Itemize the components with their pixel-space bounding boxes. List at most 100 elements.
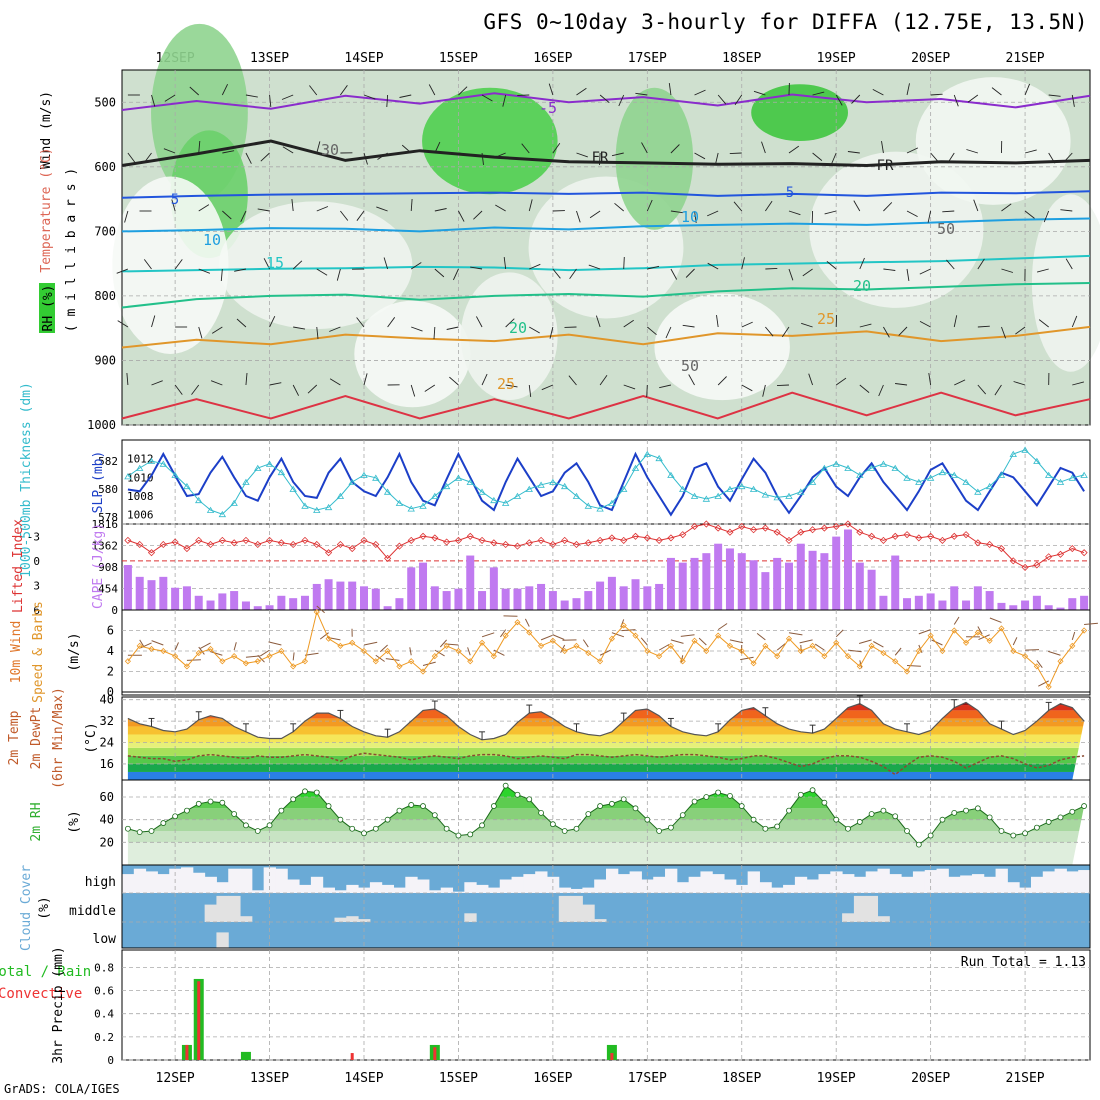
cloud-high-cell	[771, 887, 784, 893]
lifted-point	[537, 536, 545, 544]
wind-barb	[222, 150, 235, 154]
wind-barb	[576, 152, 588, 158]
cape-bar	[867, 569, 876, 610]
thickness-point	[1080, 471, 1088, 478]
lifted-point	[1080, 549, 1088, 557]
wind-barb	[946, 259, 955, 270]
rh-point	[856, 819, 863, 825]
pressure-axis-label: ( m i l l i b a r s )	[64, 168, 79, 332]
thickness-point	[195, 496, 203, 504]
thickness-point	[1044, 471, 1053, 478]
lifted-point	[915, 534, 923, 542]
wind-barb	[245, 94, 258, 98]
thickness-point	[761, 491, 770, 498]
rh-point	[668, 824, 674, 831]
isotherm-label: 10	[203, 231, 221, 249]
surface-wind-barb	[858, 639, 872, 644]
wind-barb	[977, 384, 987, 395]
rh-point	[609, 800, 615, 807]
surface-wind-barb	[292, 652, 295, 661]
rh-point	[561, 828, 568, 834]
lifted-point	[136, 540, 144, 549]
precip-total-bar	[606, 1044, 617, 1060]
wind-barb	[919, 321, 931, 328]
lifted-point	[301, 536, 309, 544]
cloud-unit-label: (%)	[37, 896, 52, 919]
lifted-point	[454, 536, 463, 544]
cape-bar	[666, 557, 675, 610]
wind-speed-point	[183, 663, 190, 670]
rh-point	[691, 798, 698, 805]
surface-wind-barb	[540, 634, 553, 641]
wind-speed-point	[384, 647, 391, 655]
isotherm-label: 30	[321, 141, 339, 159]
thickness-point	[832, 460, 840, 467]
rh-point	[951, 809, 958, 816]
rh-point	[845, 825, 851, 832]
wind-barb	[685, 268, 695, 278]
wind-barb	[329, 378, 341, 386]
cloud-high-cell	[535, 871, 548, 893]
cloud-middle-cell	[594, 919, 607, 922]
wind-barb	[124, 210, 129, 223]
lifted-point	[183, 545, 191, 553]
wind-speed-point	[903, 668, 911, 675]
date-label-top: 21SEP	[1006, 51, 1045, 66]
rh-point	[184, 807, 190, 814]
rh-point	[172, 813, 179, 820]
cape-bar	[312, 583, 321, 610]
cloud-high-cell	[1066, 871, 1079, 893]
thickness-point	[714, 492, 722, 499]
thickness-point	[360, 471, 368, 478]
wind-barb	[356, 210, 365, 221]
cloud-high-cell	[358, 887, 371, 893]
surface-wind-barb	[680, 634, 695, 637]
wind-barb	[245, 372, 248, 386]
wind-barb	[781, 326, 790, 338]
precip-convective-bar	[433, 1047, 437, 1060]
wind-speed-point	[313, 608, 320, 616]
wind-speed-point	[408, 658, 415, 665]
wind-barb	[670, 268, 678, 280]
wind-speed-point	[927, 632, 934, 639]
rh-point	[727, 792, 733, 799]
cloud-high-cell	[948, 876, 961, 893]
thickness-point	[289, 485, 297, 492]
wind-barb	[967, 94, 979, 103]
surface-wind-barb	[198, 646, 205, 655]
wind-barb	[198, 204, 210, 212]
isotherm-label: 5	[171, 192, 179, 208]
thickness-point	[230, 499, 238, 506]
cape-tick: 454	[98, 583, 118, 596]
temperature-tick: 40	[100, 693, 114, 707]
thickness-point	[808, 478, 817, 485]
wind-barb	[191, 384, 200, 395]
surface-wind-barb	[835, 629, 844, 638]
date-label-bottom: 16SEP	[533, 1071, 572, 1086]
wind-barb	[1048, 152, 1056, 164]
slp-tick: 1008	[127, 490, 154, 503]
rh-point	[974, 805, 981, 812]
wind-barb	[363, 94, 376, 100]
wind-barb	[714, 152, 719, 165]
wind-barb	[529, 263, 541, 270]
cloud-high-cell	[995, 868, 1008, 893]
lifted-point	[986, 540, 994, 549]
wind-speed-point	[490, 653, 497, 660]
wind-barb	[410, 198, 413, 212]
surface-wind-barb	[304, 652, 319, 656]
isotherm-label: 50	[937, 220, 955, 238]
rh-axis-label: RH (%)	[41, 285, 56, 332]
wind-speed-point	[561, 647, 568, 655]
wind-barb	[198, 268, 211, 274]
lifted-point	[879, 536, 887, 544]
wind-barb	[977, 325, 990, 328]
thickness-point	[525, 485, 533, 492]
isotherm-label: 20	[509, 319, 527, 337]
wind-speed-point	[207, 645, 214, 653]
rh-point	[632, 805, 639, 812]
lifted-point	[443, 538, 451, 546]
rh-point	[679, 812, 686, 819]
wind-barb	[428, 84, 436, 96]
wind-speed-point	[620, 622, 627, 629]
